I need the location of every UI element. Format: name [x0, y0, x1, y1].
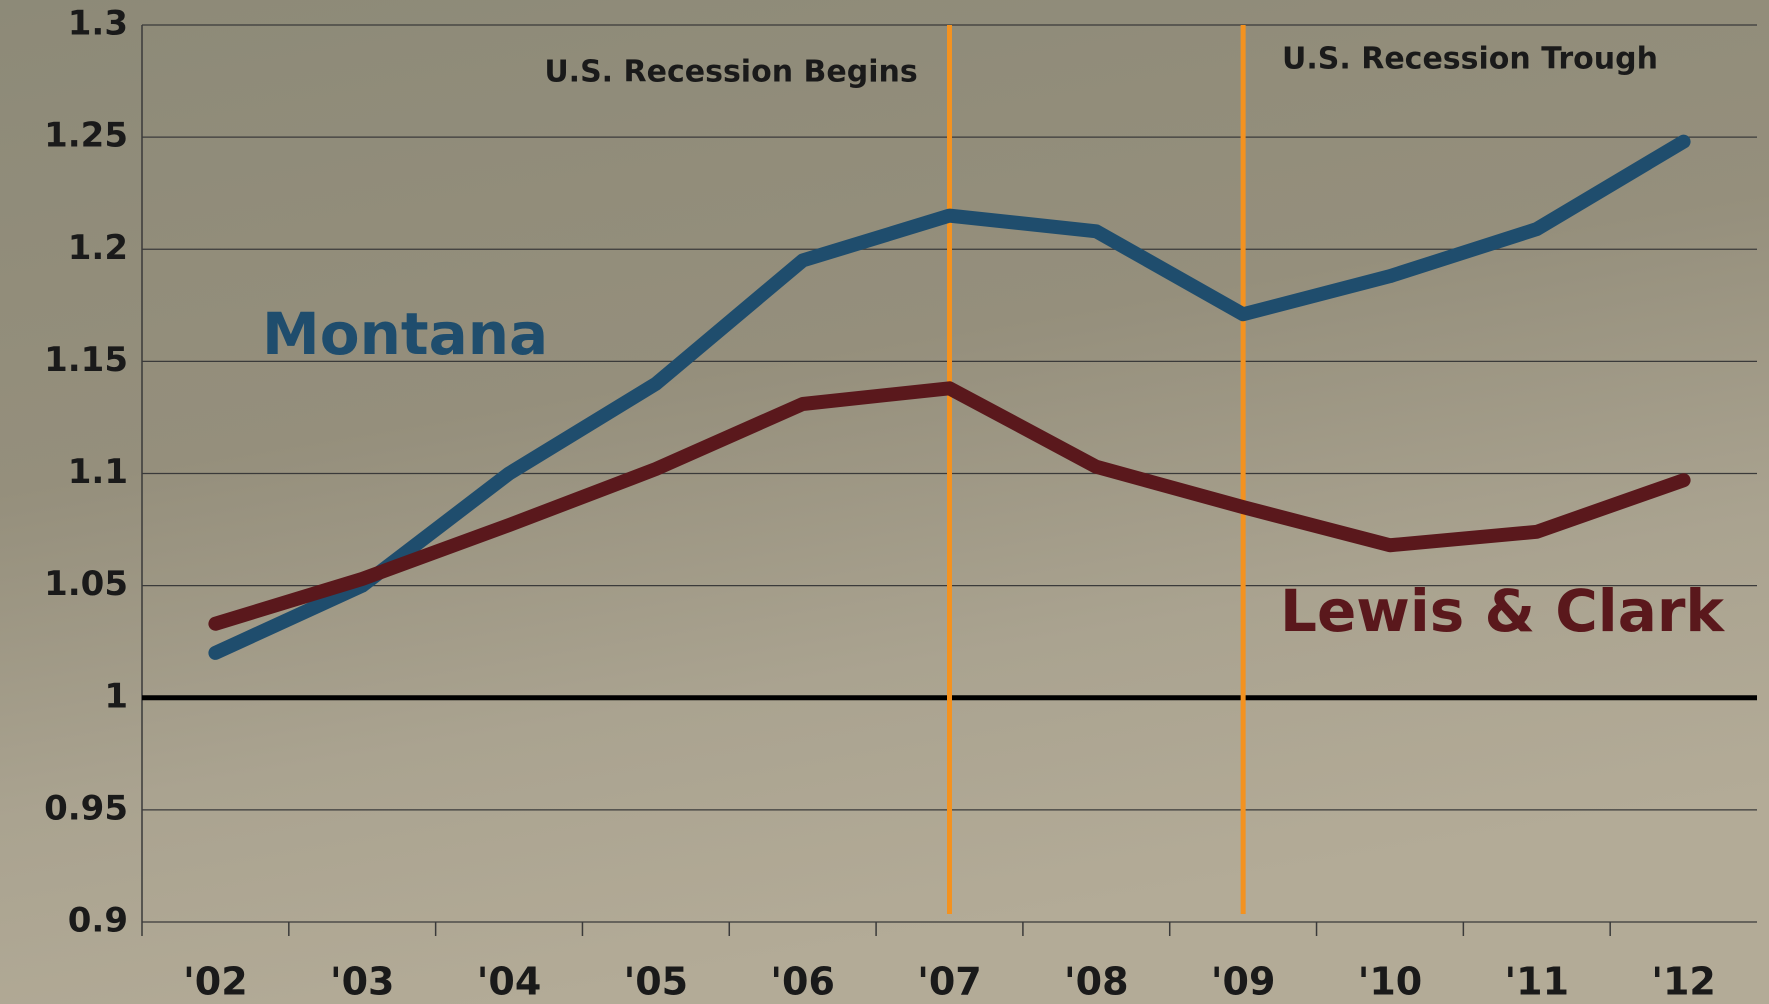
- y-tick-label: 1.2: [68, 228, 128, 268]
- x-tick-label: '04: [477, 960, 542, 1004]
- y-tick-label: 1.3: [68, 4, 128, 44]
- x-tick-label: '03: [330, 960, 395, 1004]
- background: [0, 0, 1769, 1004]
- x-tick-label: '11: [1505, 960, 1570, 1004]
- y-tick-label: 1.15: [44, 340, 128, 380]
- annotation-text: U.S. Recession Begins: [544, 55, 917, 90]
- y-tick-label: 1.25: [44, 116, 128, 156]
- x-tick-label: '07: [917, 960, 982, 1004]
- y-tick-label: 1: [104, 676, 128, 716]
- x-tick-label: '05: [624, 960, 689, 1004]
- chart: 0.9 0.95 1 1.05 1.1 1.15 1.2 1.25 1.3 '02 '03 '04 '0…: [0, 0, 1769, 1004]
- y-tick-label: 0.9: [68, 901, 128, 941]
- page: 0.9 0.95 1 1.05 1.1 1.15 1.2 1.25 1.3 '02 '03 '04 '0…: [0, 0, 1769, 1004]
- series-label: Lewis & Clark: [1280, 577, 1725, 645]
- y-tick-label: 0.95: [44, 788, 128, 828]
- y-tick-label: 1.1: [68, 452, 128, 492]
- x-tick-label: '12: [1651, 960, 1716, 1004]
- x-tick-label: '08: [1064, 960, 1129, 1004]
- y-tick-label: 1.05: [44, 564, 128, 604]
- x-tick-label: '09: [1211, 960, 1276, 1004]
- annotation-text: U.S. Recession Trough: [1282, 42, 1658, 77]
- x-tick-label: '06: [770, 960, 835, 1004]
- x-tick-label: '10: [1358, 960, 1423, 1004]
- series-label: Montana: [262, 300, 548, 368]
- x-tick-label: '02: [183, 960, 248, 1004]
